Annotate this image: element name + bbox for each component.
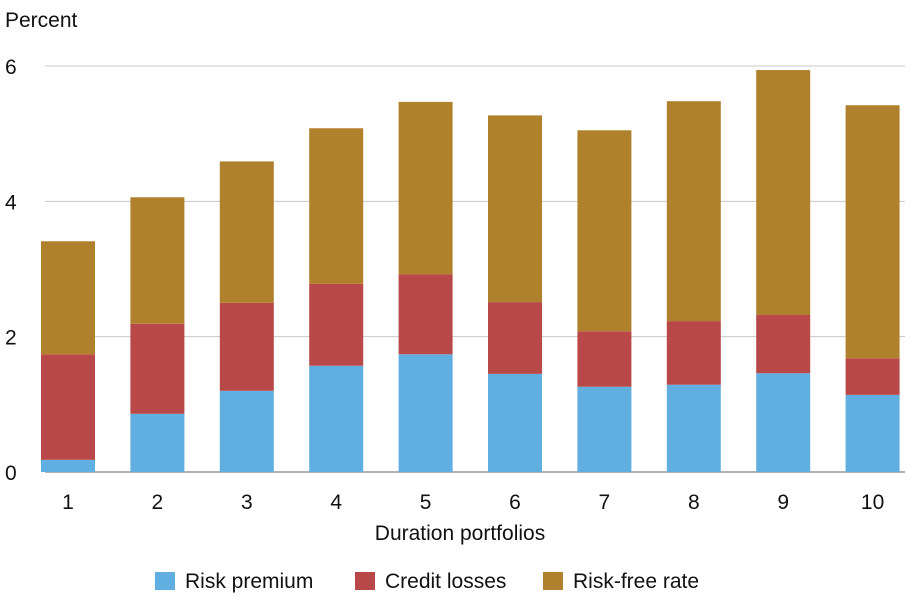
x-tick-label: 1 [62,491,74,514]
x-tick-label: 10 [861,491,884,514]
legend-label: Risk premium [185,570,313,593]
x-tick-label: 3 [241,491,253,514]
bar-segment-risk-free-rate [666,101,721,322]
bar-segment-risk-free-rate [41,241,95,355]
bar-segment-risk-premium [756,373,811,472]
y-tick-label: 4 [5,191,17,214]
bar-segment-risk-premium [398,354,453,472]
bar-segment-credit-losses [219,302,274,391]
x-tick-label: 8 [688,491,700,514]
bar-segment-risk-premium [845,394,900,472]
bar-segment-risk-premium [41,459,95,472]
legend: Risk premium Credit losses Risk-free rate [155,570,699,593]
bar-segment-credit-losses [577,331,632,387]
bar-segment-credit-losses [488,302,542,374]
x-tick-label: 2 [152,491,164,514]
legend-label: Risk-free rate [573,570,699,593]
bar-segment-risk-free-rate [845,105,900,359]
bar-segment-credit-losses [756,315,811,374]
legend-swatch [543,572,563,590]
x-tick-label: 7 [599,491,611,514]
bar-segment-risk-free-rate [130,197,185,324]
legend-label: Credit losses [385,570,506,593]
bar-segment-credit-losses [845,358,900,395]
bar-segment-risk-premium [130,413,185,472]
x-tick-label: 4 [330,491,342,514]
bar-segment-risk-free-rate [309,128,364,284]
bar-segment-credit-losses [130,323,185,414]
bar-segment-risk-premium [309,365,364,472]
y-tick-label: 0 [5,462,17,485]
legend-swatch [155,572,175,590]
bar-segment-risk-free-rate [219,161,274,303]
bar-segment-credit-losses [309,283,364,366]
x-tick-label: 9 [777,491,789,514]
bar-segment-credit-losses [41,354,95,460]
bar-segment-risk-premium [488,373,542,472]
legend-swatch [355,572,375,590]
bar-segment-risk-premium [219,390,274,472]
y-tick-label: 6 [5,56,17,79]
bar-segment-risk-free-rate [488,115,542,303]
x-tick-label: 5 [420,491,432,514]
y-tick-label: 2 [5,327,17,350]
x-axis-label: Duration portfolios [375,522,545,545]
y-axis-label: Percent [5,9,78,32]
bar-segment-risk-free-rate [398,101,453,275]
bar-segment-risk-free-rate [756,70,811,316]
bar-segment-risk-free-rate [577,130,632,332]
bar-segment-risk-premium [666,384,721,472]
bar-segment-risk-premium [577,386,632,472]
bar-segment-credit-losses [666,321,721,385]
bar-segment-credit-losses [398,274,453,355]
x-tick-label: 6 [509,491,521,514]
